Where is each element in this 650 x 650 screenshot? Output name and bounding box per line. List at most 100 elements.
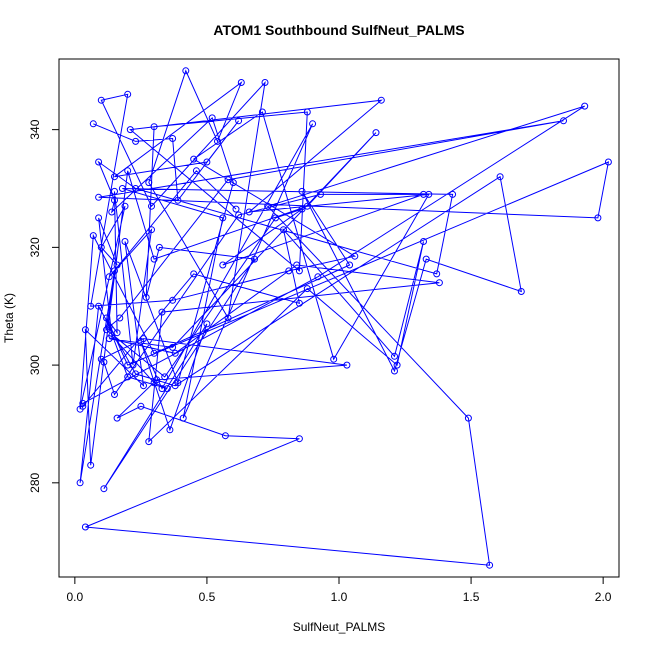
data-point xyxy=(372,129,380,137)
data-point xyxy=(166,426,174,434)
data-point xyxy=(221,432,229,440)
data-point xyxy=(317,190,324,198)
data-point xyxy=(145,179,153,187)
data-point xyxy=(150,123,158,131)
x-tick-label: 1.0 xyxy=(331,590,348,604)
data-point xyxy=(343,361,351,369)
data-point xyxy=(594,214,602,222)
data-point xyxy=(142,293,150,301)
data-point xyxy=(118,185,126,192)
data-point xyxy=(155,243,163,251)
data-point xyxy=(95,158,103,166)
data-point xyxy=(108,208,116,216)
data-point xyxy=(140,335,147,343)
data-point xyxy=(264,202,272,210)
data-point xyxy=(303,285,311,293)
data-point xyxy=(425,190,433,198)
data-point xyxy=(435,279,443,287)
data-point xyxy=(158,308,166,316)
data-point xyxy=(214,137,221,145)
data-point xyxy=(148,226,155,234)
data-point xyxy=(150,349,158,357)
data-point xyxy=(303,202,311,210)
data-point xyxy=(111,173,118,181)
data-point xyxy=(171,349,179,357)
data-point xyxy=(111,391,118,398)
data-point xyxy=(161,373,169,381)
y-tick-label: 300 xyxy=(28,355,42,375)
y-tick-label: 340 xyxy=(28,119,42,139)
data-point xyxy=(95,214,103,222)
data-point xyxy=(97,243,105,251)
data-point xyxy=(245,208,253,216)
data-point xyxy=(422,255,430,263)
data-point xyxy=(420,238,427,245)
data-point xyxy=(232,205,240,213)
data-point xyxy=(124,361,132,369)
data-point xyxy=(449,190,457,198)
data-point xyxy=(303,108,311,116)
data-series xyxy=(76,67,612,569)
x-tick-label: 0.0 xyxy=(67,590,84,604)
data-point xyxy=(76,405,84,413)
y-axis-label: Theta (K) xyxy=(2,293,16,343)
data-point xyxy=(79,399,87,407)
data-point xyxy=(293,261,301,269)
data-point xyxy=(121,202,129,210)
data-point xyxy=(295,435,303,443)
data-point xyxy=(224,314,232,322)
x-tick-label: 2.0 xyxy=(595,590,612,604)
data-point xyxy=(121,238,129,245)
data-point xyxy=(169,343,177,351)
data-point xyxy=(517,288,525,295)
data-point xyxy=(272,214,280,222)
data-point xyxy=(560,117,567,125)
data-point xyxy=(581,102,589,110)
data-point xyxy=(100,485,108,493)
x-tick-label: 0.5 xyxy=(199,590,216,604)
data-point xyxy=(208,114,216,122)
data-point xyxy=(280,226,287,234)
data-point xyxy=(203,158,211,166)
data-point xyxy=(137,402,145,410)
data-point xyxy=(150,255,158,263)
data-point xyxy=(81,523,89,531)
data-point xyxy=(251,255,258,263)
data-point xyxy=(237,79,245,86)
data-point xyxy=(330,355,338,363)
data-point xyxy=(190,155,198,163)
data-point xyxy=(89,120,97,128)
data-point xyxy=(391,352,398,360)
data-point xyxy=(258,108,266,116)
x-tick-label: 1.5 xyxy=(463,590,480,604)
data-point xyxy=(95,193,103,201)
data-point xyxy=(235,211,243,219)
data-point xyxy=(393,361,401,369)
y-tick-label: 320 xyxy=(28,237,42,257)
data-point xyxy=(113,329,121,337)
data-point xyxy=(298,205,306,213)
data-point xyxy=(295,267,303,275)
data-point xyxy=(129,361,137,369)
data-point xyxy=(224,176,232,184)
data-point xyxy=(116,314,124,322)
data-point xyxy=(346,261,354,269)
data-point xyxy=(100,358,108,366)
x-axis: 0.0 0.5 1.0 1.5 2.0 xyxy=(67,576,612,604)
data-point xyxy=(219,214,227,222)
data-point xyxy=(124,167,132,175)
data-point xyxy=(132,137,140,145)
data-point xyxy=(420,190,427,198)
data-point xyxy=(261,79,269,86)
data-point xyxy=(171,382,179,390)
data-point xyxy=(113,414,121,422)
data-point xyxy=(192,167,200,175)
data-point xyxy=(95,302,103,310)
data-point xyxy=(89,232,97,240)
data-point xyxy=(295,299,303,307)
data-point xyxy=(169,135,177,142)
data-point xyxy=(174,196,182,204)
data-point xyxy=(103,314,110,322)
series-line xyxy=(79,69,610,566)
